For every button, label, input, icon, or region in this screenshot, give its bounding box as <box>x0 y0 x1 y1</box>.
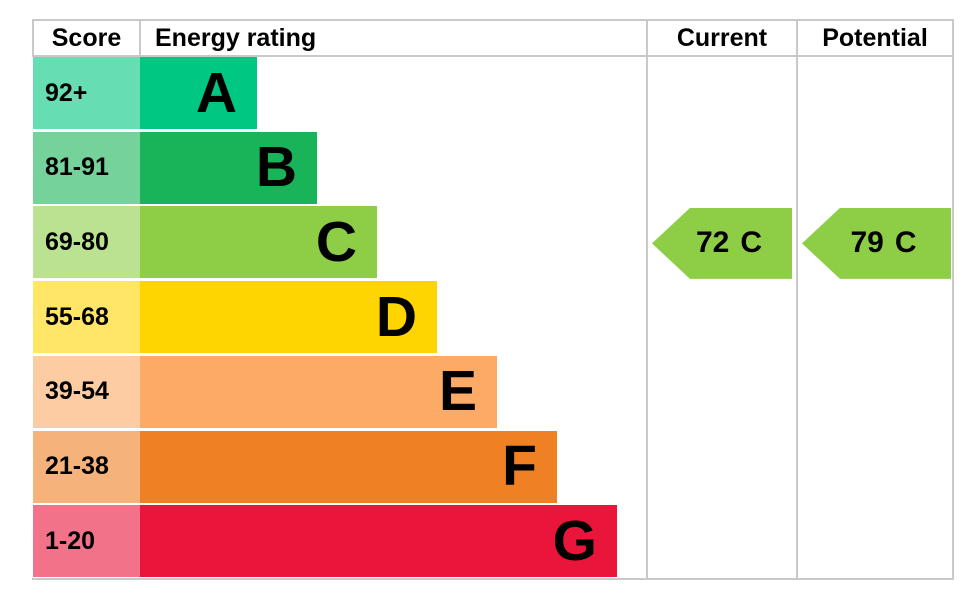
potential-column-header: Potential <box>822 24 928 52</box>
band-row: 1-20 G <box>33 505 953 578</box>
score-cell: 1-20 <box>33 505 140 578</box>
table-header-bottom-border <box>32 55 954 57</box>
score-range-label: 69-80 <box>45 227 109 256</box>
score-cell: 69-80 <box>33 206 140 279</box>
potential-rating-value: 79 <box>850 226 884 260</box>
energy-rating-column-header: Energy rating <box>155 24 317 52</box>
current-rating-letter: C <box>740 226 763 260</box>
band-row: 39-54 E <box>33 355 953 428</box>
score-cell-background <box>33 430 140 503</box>
score-cell: 81-91 <box>33 131 140 204</box>
score-cell-background <box>33 57 140 129</box>
band-row: 69-80 C <box>33 206 953 279</box>
rating-band-bar: A <box>140 57 257 129</box>
score-range-label: 55-68 <box>45 302 109 331</box>
score-range-label: 1-20 <box>45 526 96 555</box>
potential-rating-letter: C <box>894 226 917 260</box>
score-range-label: 21-38 <box>45 452 109 481</box>
rating-band-bar: E <box>140 355 497 428</box>
rating-letter: B <box>255 135 297 200</box>
band-row: 55-68 D <box>33 281 953 354</box>
current-column-header: Current <box>676 24 768 52</box>
current-column-divider <box>646 19 648 580</box>
score-cell: 39-54 <box>33 355 140 428</box>
band-row: 21-38 F <box>33 430 953 503</box>
score-range-label: 92+ <box>45 78 88 107</box>
score-range-label: 81-91 <box>45 153 109 182</box>
score-column-divider <box>139 19 141 57</box>
current-rating-value: 72 <box>695 226 730 260</box>
score-cell-background <box>33 355 140 428</box>
score-column-header: Score <box>51 24 122 52</box>
rating-band-bar: D <box>140 281 437 354</box>
score-cell: 21-38 <box>33 430 140 503</box>
rating-band-bar: G <box>140 505 617 578</box>
rating-letter: F <box>502 434 537 499</box>
table-border-left <box>32 19 34 57</box>
score-cell-background <box>33 505 140 578</box>
potential-column-divider <box>796 19 798 580</box>
rating-band-bar: C <box>140 206 377 279</box>
score-cell-background <box>33 131 140 204</box>
rating-letter: C <box>315 209 357 274</box>
rating-letter: A <box>195 60 237 125</box>
rating-letter: D <box>375 284 417 349</box>
rating-letter: E <box>438 359 477 424</box>
band-row: 81-91 B <box>33 131 953 204</box>
rating-band-bar: B <box>140 131 317 204</box>
table-border-top <box>32 19 954 21</box>
score-cell-background <box>33 206 140 279</box>
rating-band-bar: F <box>140 430 557 503</box>
table-border-bottom <box>32 578 954 580</box>
score-range-label: 39-54 <box>45 377 109 406</box>
rating-letter: G <box>552 508 597 573</box>
score-cell-background <box>33 281 140 354</box>
score-cell: 55-68 <box>33 281 140 354</box>
band-row: 92+ A <box>33 57 953 129</box>
score-cell: 92+ <box>33 57 140 129</box>
table-border-right <box>952 19 954 580</box>
